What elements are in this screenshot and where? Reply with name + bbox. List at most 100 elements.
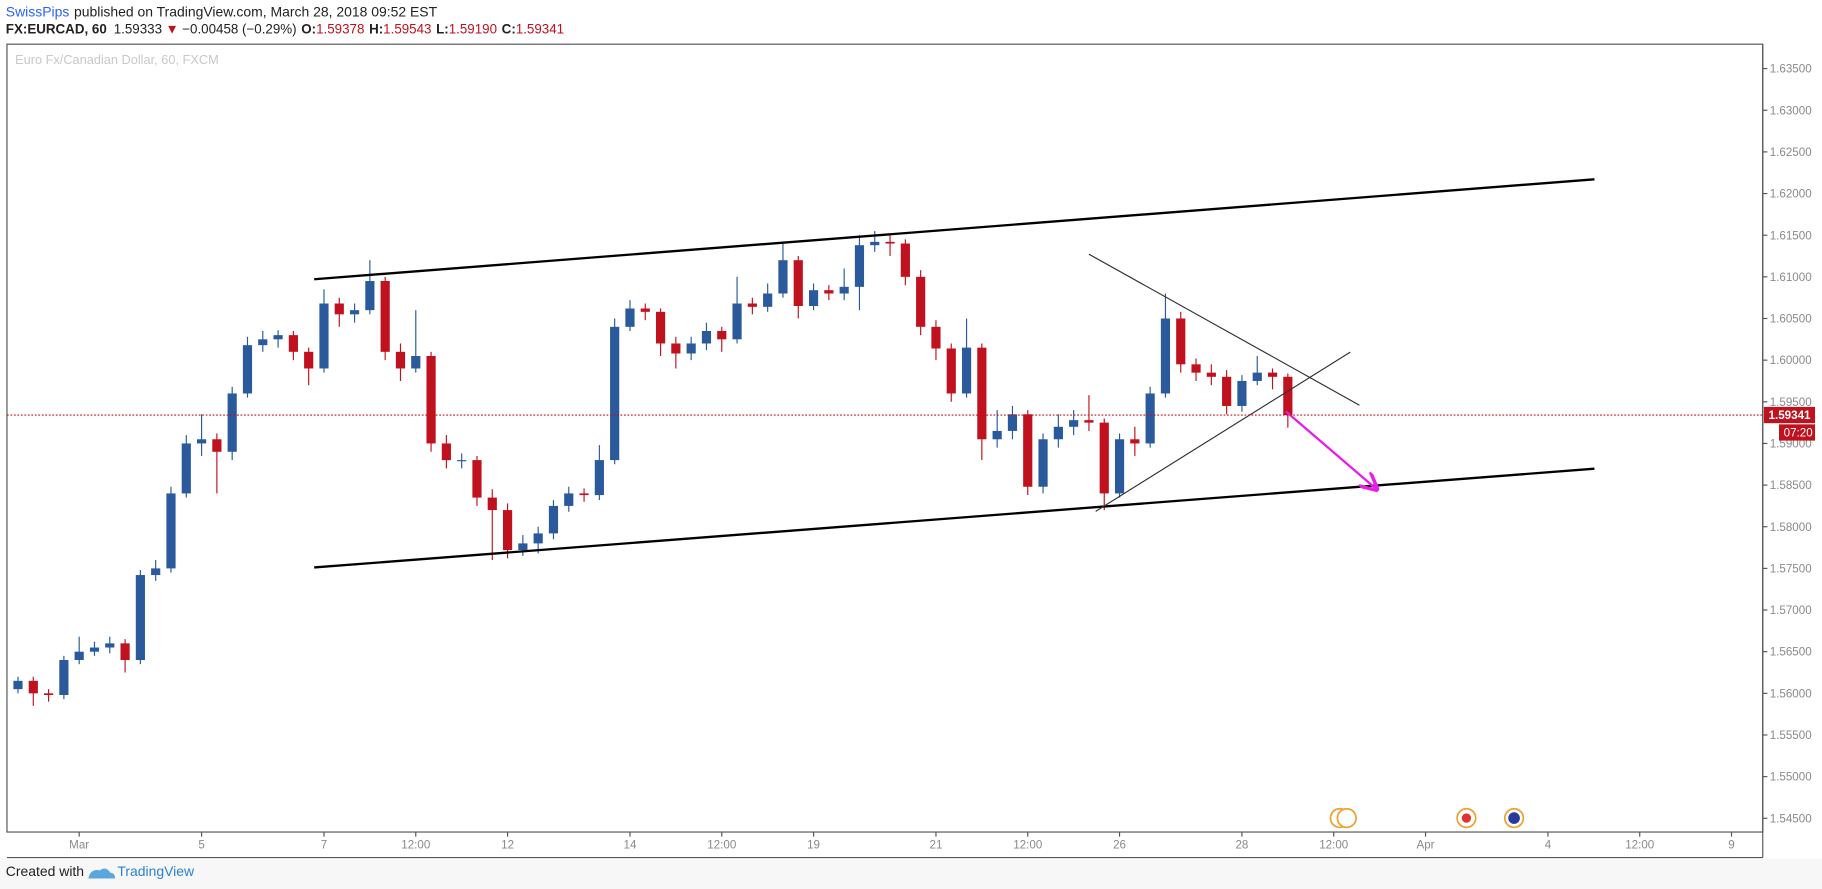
y-tick-label: 1.61500	[1770, 229, 1812, 242]
candle-body	[1007, 414, 1018, 431]
symbol: FX:EURCAD, 60	[6, 22, 107, 37]
candle-body	[594, 460, 604, 496]
candle-body	[717, 330, 727, 340]
y-tick-label: 1.60500	[1770, 313, 1812, 326]
footer-bar	[0, 858, 1822, 889]
event-icon[interactable]	[1336, 807, 1357, 829]
candle-body	[808, 290, 819, 306]
candle-body	[671, 343, 681, 354]
y-tick-label: 1.56500	[1770, 646, 1812, 659]
x-tick-label: 12:00	[1013, 838, 1042, 851]
x-tick-label: 12:00	[707, 838, 736, 851]
author: SwissPips	[6, 3, 70, 19]
candle-body	[181, 443, 191, 494]
event-icons	[1329, 807, 1525, 829]
x-tick-label: 12:00	[1625, 838, 1654, 851]
candle-body	[1176, 318, 1186, 365]
candle-body	[533, 533, 543, 544]
trend-line	[1095, 351, 1351, 512]
plot	[13, 178, 1595, 706]
candle-body	[778, 260, 788, 294]
candle-body	[610, 326, 620, 461]
candle-body	[28, 680, 38, 694]
candle-body	[242, 345, 253, 394]
y-tick-label: 1.57500	[1770, 562, 1812, 575]
candle-body	[1222, 376, 1232, 406]
x-tick-label: 21	[929, 838, 942, 851]
x-tick-label: Apr	[1416, 838, 1434, 851]
candle-body	[824, 290, 834, 294]
candle-body	[395, 351, 406, 369]
candle-body	[13, 680, 23, 690]
x-tick-label: 26	[1113, 838, 1126, 851]
chart-legend: Euro Fx/Canadian Dollar, 60, FXCM	[15, 52, 219, 67]
x-tick-label: 19	[807, 838, 820, 851]
candle-body	[732, 303, 742, 340]
last-price-box	[1763, 406, 1816, 424]
close: 1.59341	[516, 22, 564, 37]
candle-body	[1023, 414, 1033, 487]
candle-body	[870, 241, 880, 246]
candle-body	[212, 439, 222, 452]
open: 1.59378	[316, 22, 364, 37]
header-line: SwissPips published on TradingView.com, M…	[6, 3, 438, 19]
candle-body	[1267, 372, 1278, 377]
price: 1.59333	[114, 22, 162, 37]
candle-body	[839, 286, 849, 294]
candle-body	[1069, 420, 1079, 427]
candle-body	[74, 651, 84, 661]
candle-body	[334, 303, 344, 315]
candle-body	[916, 276, 926, 327]
footer-brand[interactable]: TradingView	[117, 863, 195, 879]
y-tick-label: 1.54500	[1770, 812, 1812, 825]
x-tick-label: 12:00	[1319, 838, 1348, 851]
candle-body	[1053, 426, 1063, 440]
candle-body	[487, 497, 497, 511]
y-tick-label: 1.63500	[1770, 63, 1812, 76]
candle-body	[564, 493, 574, 506]
y-tick-label: 1.58000	[1770, 521, 1812, 534]
candle-body	[1206, 372, 1216, 377]
y-tick-label: 1.62000	[1770, 188, 1812, 201]
candle-body	[258, 339, 268, 346]
y-tick-label: 1.55000	[1770, 771, 1812, 784]
candle-body	[273, 335, 283, 340]
candle-body	[701, 330, 712, 344]
y-tick-label: 1.56000	[1770, 687, 1812, 700]
candle-body	[854, 245, 865, 287]
candle-body	[885, 241, 895, 244]
candle-body	[747, 303, 757, 307]
x-tick-label: 12	[501, 838, 514, 851]
candle-body	[548, 505, 559, 534]
candle-body	[793, 260, 803, 306]
flag-dot	[1508, 812, 1520, 824]
candle-body	[900, 243, 910, 277]
ticker-line: FX:EURCAD, 60 1.59333 ▼ −0.00458 (−0.29%) O:…	[6, 22, 564, 37]
candle-body	[1130, 439, 1140, 444]
candle-body	[411, 355, 421, 369]
x-tick-label: Mar	[69, 838, 89, 851]
plot-frame	[6, 43, 1764, 833]
x-tick-label: 4	[1545, 838, 1552, 851]
x-tick-label: 14	[624, 838, 637, 851]
candle-body	[166, 493, 176, 569]
candle-body	[977, 347, 987, 440]
candle-body	[349, 310, 360, 315]
y-tick-label: 1.63000	[1770, 104, 1812, 117]
candle-body	[640, 308, 650, 312]
candle-body	[992, 430, 1002, 440]
candle-body	[1038, 439, 1048, 487]
trend-line	[314, 178, 1595, 281]
candle-body	[763, 293, 773, 307]
candle-body	[1237, 380, 1247, 406]
last-price-label: 1.59341	[1769, 409, 1812, 422]
candle-body	[1099, 422, 1109, 494]
candle-body	[120, 643, 130, 661]
candle-body	[1191, 364, 1201, 373]
footer-logo[interactable]	[88, 868, 116, 879]
y-tick-label: 1.55500	[1770, 729, 1812, 742]
x-tick-label: 28	[1235, 838, 1248, 851]
change-arrow: ▼	[166, 22, 179, 37]
candle-body	[1252, 372, 1262, 381]
